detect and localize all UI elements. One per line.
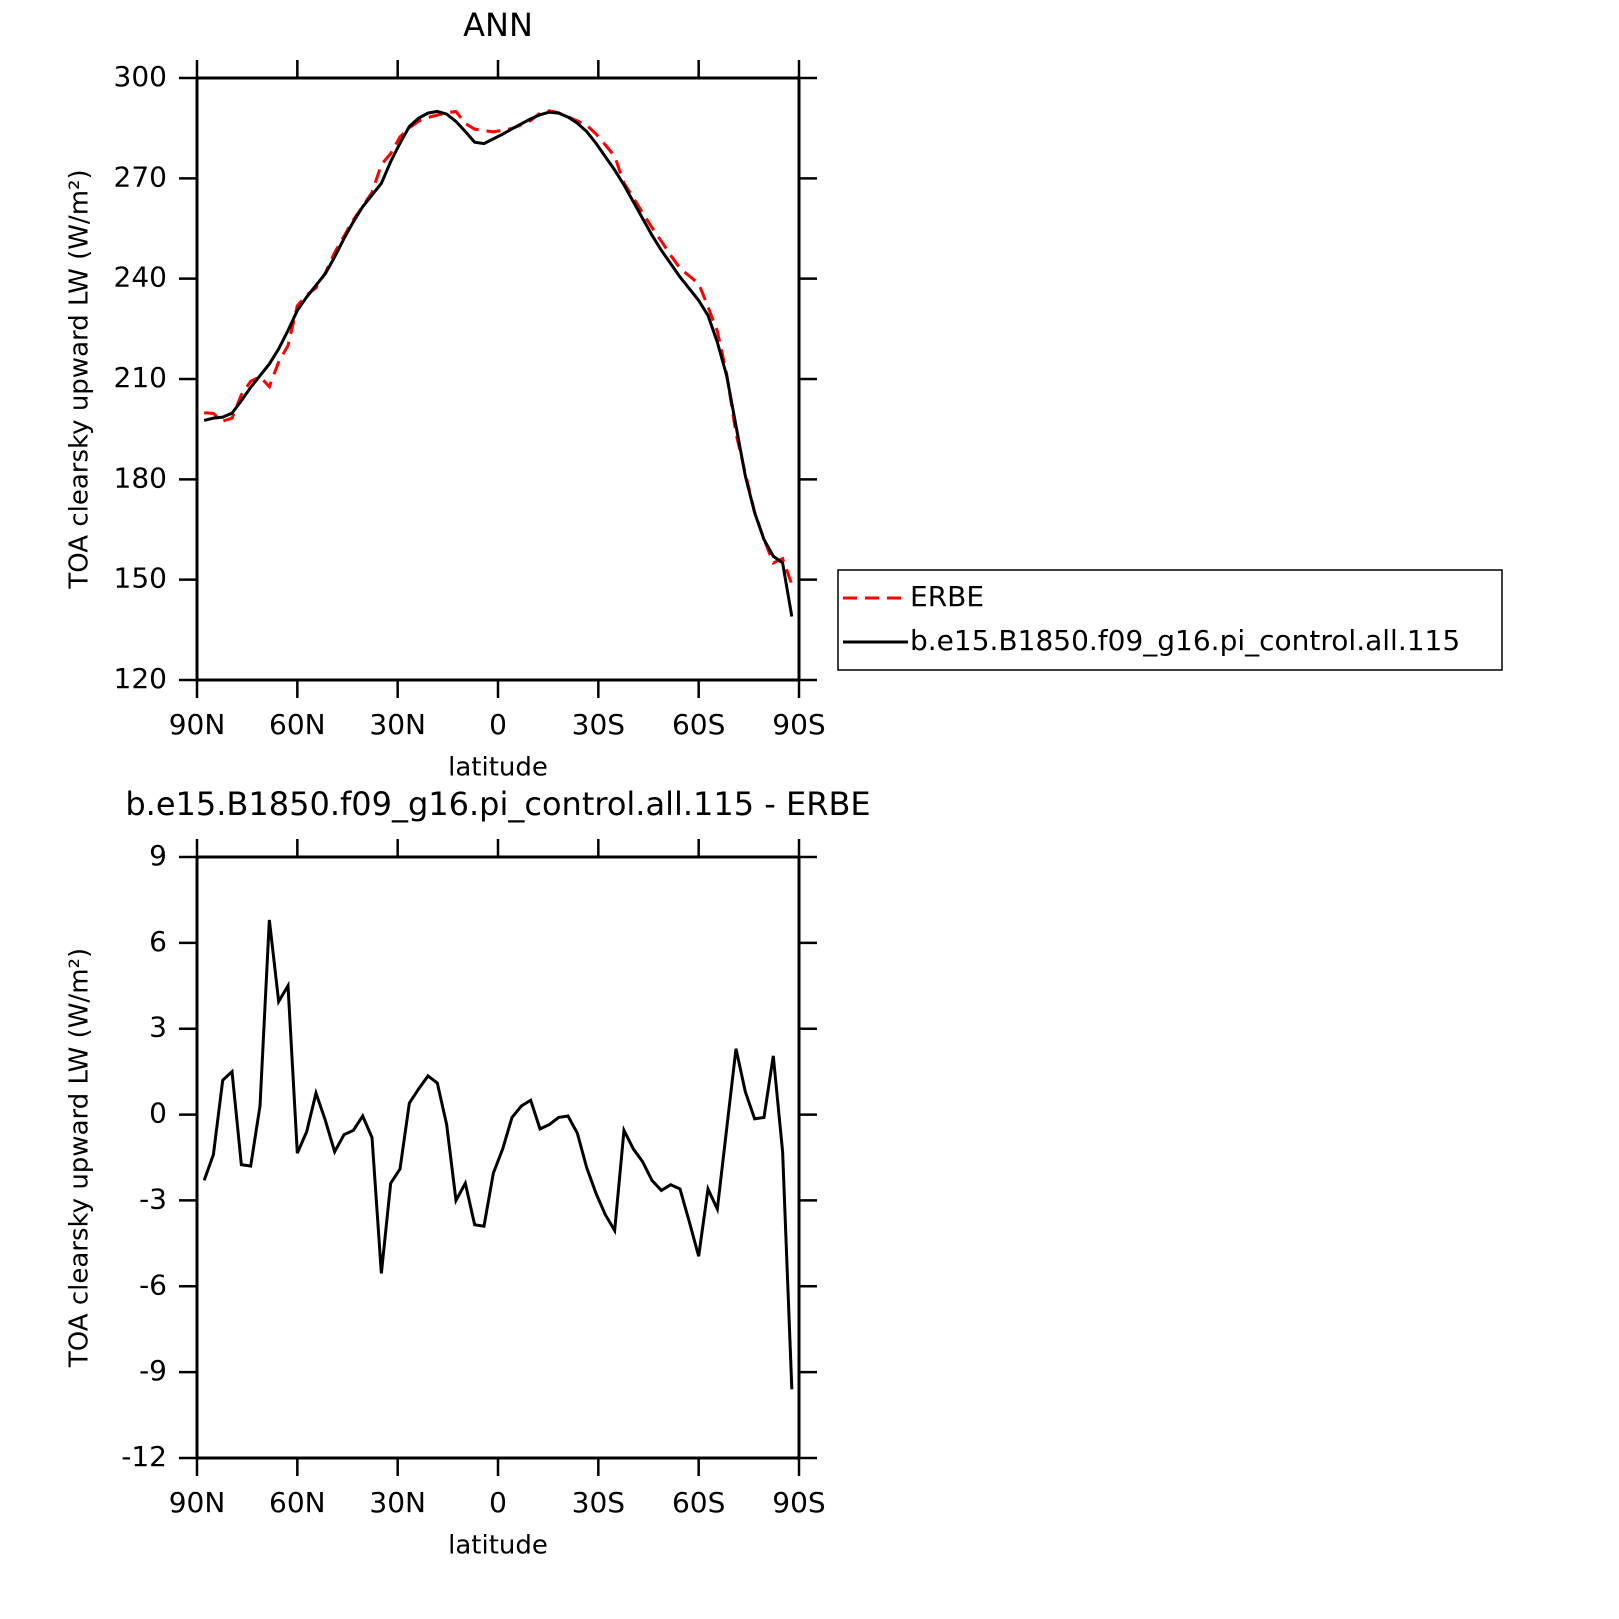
y-axis-label: TOA clearsky upward LW (W/m²) bbox=[65, 948, 95, 1368]
y-tick-label: 150 bbox=[114, 562, 167, 595]
y-tick-label: 120 bbox=[114, 662, 167, 695]
x-tick-label: 90N bbox=[169, 708, 226, 741]
y-tick-label: 3 bbox=[149, 1011, 167, 1044]
x-axis-label: latitude bbox=[448, 753, 548, 783]
y-tick-label: -6 bbox=[139, 1268, 167, 1301]
x-tick-label: 60S bbox=[672, 1486, 725, 1519]
chart-title: b.e15.B1850.f09_g16.pi_control.all.115 -… bbox=[125, 785, 870, 823]
y-tick-label: 240 bbox=[114, 261, 167, 294]
y-tick-label: 300 bbox=[114, 60, 167, 93]
x-tick-label: 60N bbox=[269, 708, 326, 741]
x-tick-label: 30S bbox=[572, 1486, 625, 1519]
x-tick-label: 30N bbox=[369, 708, 426, 741]
x-tick-label: 30S bbox=[572, 708, 625, 741]
plot-frame bbox=[195, 76, 801, 682]
legend-box bbox=[837, 569, 1503, 671]
x-tick-label: 60S bbox=[672, 708, 725, 741]
y-tick-label: 9 bbox=[149, 839, 167, 872]
data-line bbox=[203, 109, 794, 617]
x-tick-label: 30N bbox=[369, 1486, 426, 1519]
legend-label: ERBE bbox=[910, 580, 984, 613]
y-tick-label: 210 bbox=[114, 361, 167, 394]
y-tick-label: 0 bbox=[149, 1097, 167, 1130]
x-tick-label: 0 bbox=[489, 708, 507, 741]
y-tick-label: -9 bbox=[139, 1354, 167, 1387]
x-tick-label: 90N bbox=[169, 1486, 226, 1519]
y-axis-label: TOA clearsky upward LW (W/m²) bbox=[65, 169, 95, 589]
y-tick-label: 180 bbox=[114, 461, 167, 494]
x-tick-label: 0 bbox=[489, 1486, 507, 1519]
data-line bbox=[202, 919, 794, 1390]
y-tick-label: 270 bbox=[114, 160, 167, 193]
y-tick-label: -12 bbox=[121, 1440, 167, 1473]
data-line bbox=[204, 109, 794, 585]
chart-title: ANN bbox=[463, 6, 533, 44]
x-axis-label: latitude bbox=[448, 1531, 548, 1561]
legend-label: b.e15.B1850.f09_g16.pi_control.all.115 bbox=[910, 624, 1460, 657]
y-tick-label: 6 bbox=[149, 925, 167, 958]
x-tick-label: 90S bbox=[772, 1486, 825, 1519]
x-tick-label: 60N bbox=[269, 1486, 326, 1519]
y-tick-label: -3 bbox=[139, 1182, 167, 1215]
x-tick-label: 90S bbox=[772, 708, 825, 741]
